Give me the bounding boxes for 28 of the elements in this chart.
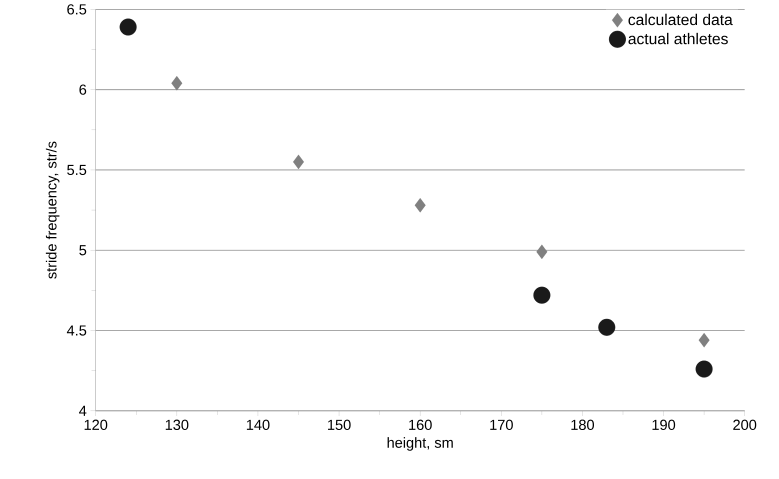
legend-label: actual athletes (628, 32, 728, 44)
point (414, 198, 426, 212)
point (171, 76, 182, 90)
y-tick-label: 5.5 (67, 164, 86, 175)
y-tick-label: 6.5 (67, 4, 86, 14)
point (120, 18, 137, 36)
y-tick-label: 4.5 (66, 325, 86, 336)
y-tick-label: 5 (79, 244, 86, 256)
point (598, 318, 616, 336)
y-axis-title: stride frequency, str/s (46, 141, 60, 279)
x-tick-label: 140 (246, 419, 270, 430)
x-axis-title: height, sm (388, 436, 453, 450)
legend-label: calculated data (628, 14, 733, 25)
x-tick-label: 190 (652, 419, 676, 430)
x-tick-label: 150 (328, 419, 351, 430)
x-tick-label: 200 (733, 419, 756, 430)
x-tick-label: 120 (84, 419, 108, 430)
point (533, 286, 550, 304)
x-tick-label: 180 (571, 419, 594, 430)
y-tick-label: 4 (79, 406, 86, 416)
point (292, 154, 304, 169)
x-tick-label: 130 (166, 419, 188, 430)
point (536, 244, 548, 259)
point (698, 332, 710, 348)
y-tick-label: 6 (79, 84, 86, 95)
x-tick-label: 160 (409, 419, 432, 430)
x-tick-label: 170 (490, 419, 513, 430)
point (696, 360, 713, 378)
